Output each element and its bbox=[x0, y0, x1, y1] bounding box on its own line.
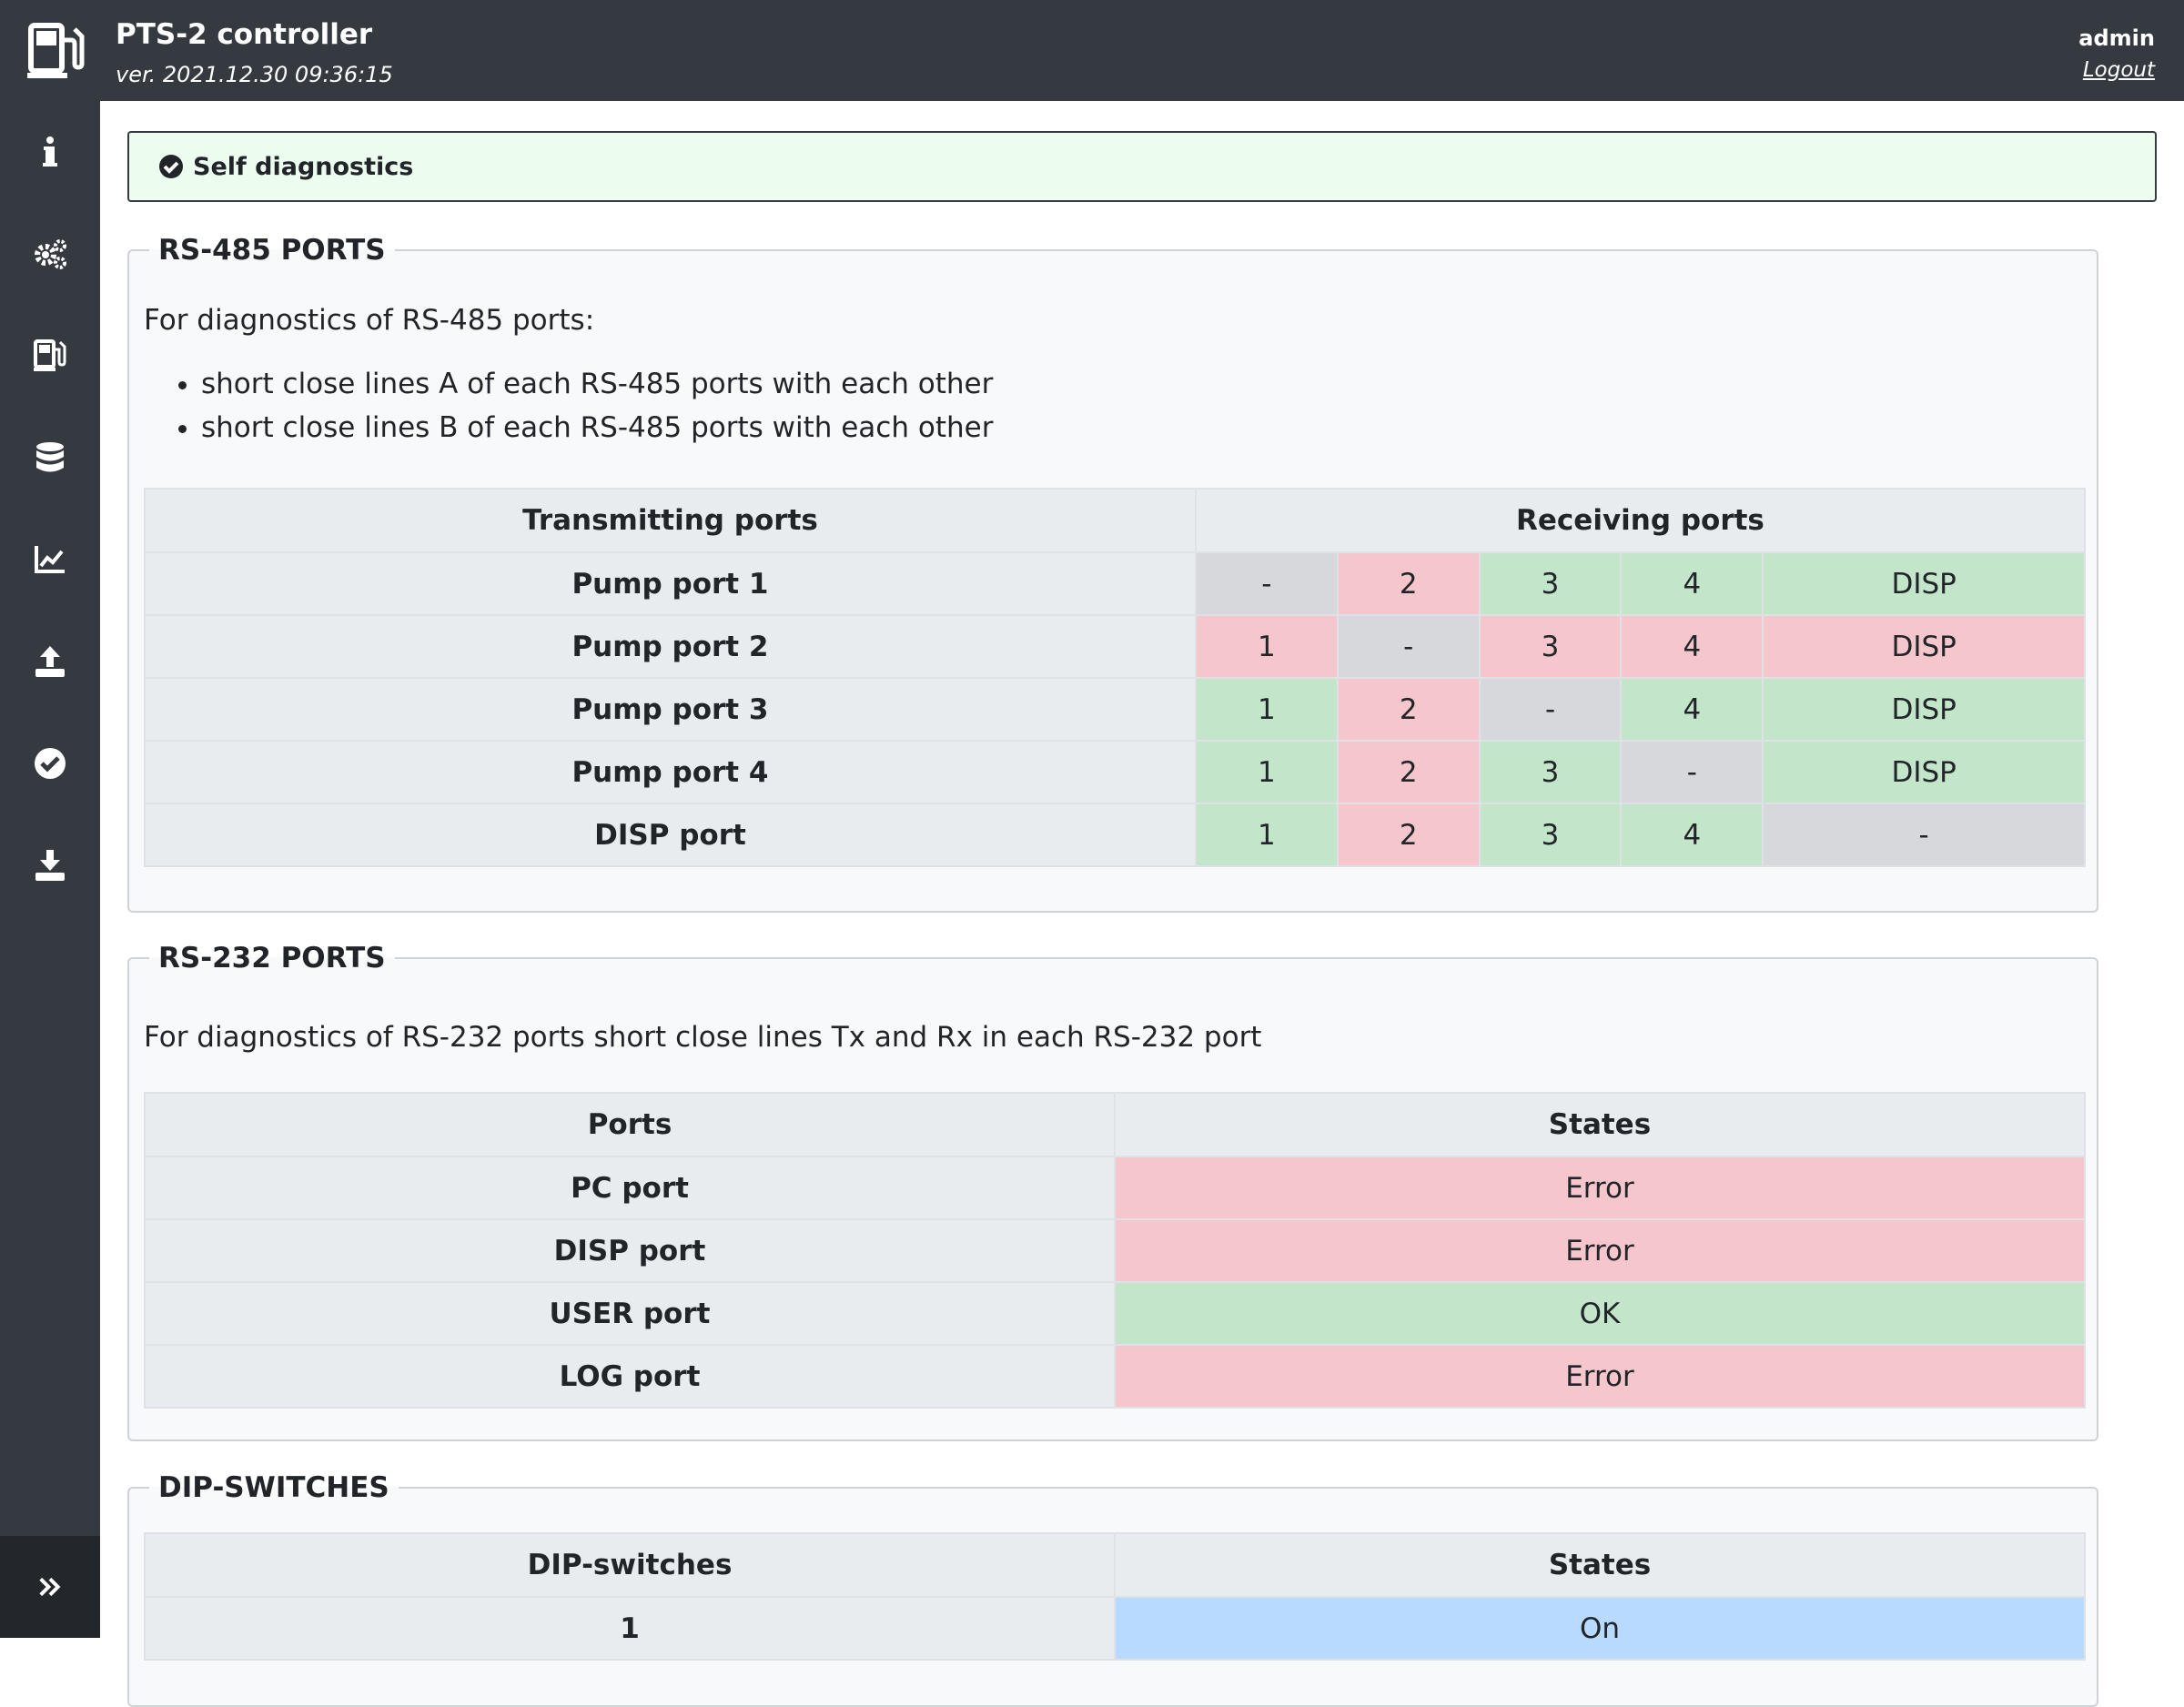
dip-legend: DIP-SWITCHES bbox=[158, 1471, 389, 1504]
port-label: LOG port bbox=[144, 1344, 1116, 1409]
main-content: Self diagnostics RS-485 PORTS For diagno… bbox=[100, 101, 2184, 1707]
port-state: OK bbox=[1113, 1281, 2087, 1346]
receiving-port-cell: 3 bbox=[1478, 614, 1623, 679]
receiving-port-cell: 3 bbox=[1478, 740, 1623, 804]
port-state: Error bbox=[1113, 1218, 2087, 1283]
sidebar-expand-button[interactable] bbox=[0, 1536, 100, 1638]
port-label: PC port bbox=[144, 1156, 1116, 1220]
port-label: DISP port bbox=[144, 1218, 1116, 1283]
sidebar bbox=[0, 101, 100, 1638]
chart-line-icon bbox=[35, 546, 65, 573]
receiving-port-cell: 1 bbox=[1194, 740, 1339, 804]
col-ports: Ports bbox=[144, 1092, 1116, 1157]
sidebar-item-diagnostics[interactable] bbox=[0, 712, 100, 814]
rs232-intro: For diagnostics of RS-232 ports short cl… bbox=[144, 1021, 1262, 1054]
fuel-pump-icon bbox=[34, 339, 66, 371]
receiving-port-cell: 2 bbox=[1336, 551, 1481, 616]
logout-link[interactable]: Logout bbox=[2082, 58, 2155, 82]
receiving-port-cell: DISP bbox=[1762, 677, 2086, 742]
transmitting-port-label: DISP port bbox=[144, 803, 1197, 867]
receiving-port-cell: - bbox=[1762, 803, 2086, 867]
sidebar-item-upload[interactable] bbox=[0, 611, 100, 712]
transmitting-port-label: Pump port 2 bbox=[144, 614, 1197, 679]
col-receiving-ports: Receiving ports bbox=[1194, 488, 2087, 553]
transmitting-port-label: Pump port 1 bbox=[144, 551, 1197, 616]
sidebar-item-database[interactable] bbox=[0, 407, 100, 509]
list-item: short close lines A of each RS-485 ports… bbox=[201, 362, 993, 406]
transmitting-port-label: Pump port 3 bbox=[144, 677, 1197, 742]
receiving-port-cell: - bbox=[1194, 551, 1339, 616]
dip-switch-state: On bbox=[1114, 1596, 2086, 1661]
table-row: DISP port 1 2 3 4- bbox=[144, 803, 2086, 867]
receiving-port-cell: 2 bbox=[1336, 677, 1481, 742]
settings-gears-icon bbox=[35, 239, 66, 269]
rs485-panel: RS-485 PORTS For diagnostics of RS-485 p… bbox=[127, 233, 2098, 913]
table-row: Pump port 3 1 2-4 DISP bbox=[144, 677, 2086, 742]
receiving-port-cell: DISP bbox=[1762, 551, 2086, 616]
table-row: LOG port Error bbox=[144, 1344, 2087, 1409]
app-title: PTS-2 controller bbox=[116, 18, 373, 51]
dip-switch-label: 1 bbox=[143, 1596, 1117, 1661]
rs485-legend: RS-485 PORTS bbox=[158, 234, 386, 267]
receiving-port-cell: 4 bbox=[1620, 551, 1764, 616]
col-dip-states: States bbox=[1114, 1532, 2086, 1598]
table-row: Pump port 1-2 3 4 DISP bbox=[144, 551, 2086, 616]
database-icon bbox=[36, 442, 64, 472]
rs485-table: Transmitting ports Receiving ports Pump … bbox=[144, 488, 2087, 867]
receiving-port-cell: 2 bbox=[1336, 803, 1481, 867]
receiving-port-cell: 1 bbox=[1194, 614, 1339, 679]
dip-switches-table: DIP-switches States 1 On bbox=[143, 1532, 2086, 1661]
port-state: Error bbox=[1113, 1156, 2087, 1220]
receiving-port-cell: 1 bbox=[1194, 803, 1339, 867]
sidebar-item-download[interactable] bbox=[0, 814, 100, 916]
receiving-port-cell: 2 bbox=[1336, 740, 1481, 804]
table-row: Pump port 4 1 2 3- DISP bbox=[144, 740, 2086, 804]
rs485-instructions: short close lines A of each RS-485 ports… bbox=[144, 362, 993, 449]
sidebar-item-pumps[interactable] bbox=[0, 305, 100, 407]
receiving-port-cell: 1 bbox=[1194, 677, 1339, 742]
double-chevron-right-icon bbox=[39, 1577, 61, 1597]
sidebar-item-settings[interactable] bbox=[0, 203, 100, 305]
receiving-port-cell: - bbox=[1478, 677, 1623, 742]
self-diagnostics-alert: Self diagnostics bbox=[127, 131, 2157, 202]
dip-switches-panel: DIP-SWITCHES DIP-switches States 1 On bbox=[127, 1470, 2098, 1707]
table-row: DISP port Error bbox=[144, 1218, 2087, 1283]
sidebar-item-reports[interactable] bbox=[0, 509, 100, 611]
receiving-port-cell: 3 bbox=[1478, 551, 1623, 616]
col-states: States bbox=[1113, 1092, 2087, 1157]
receiving-port-cell: 4 bbox=[1620, 614, 1764, 679]
receiving-port-cell: DISP bbox=[1762, 614, 2086, 679]
receiving-port-cell: - bbox=[1336, 614, 1481, 679]
fuel-station-logo-icon bbox=[27, 22, 87, 82]
rs485-intro: For diagnostics of RS-485 ports: bbox=[144, 304, 595, 337]
app-version: ver. 2021.12.30 09:36:15 bbox=[116, 62, 393, 87]
rs232-panel: RS-232 PORTS For diagnostics of RS-232 p… bbox=[127, 941, 2098, 1441]
download-icon bbox=[35, 850, 65, 881]
check-circle-icon bbox=[159, 155, 183, 178]
port-label: USER port bbox=[144, 1281, 1116, 1346]
current-user: admin bbox=[2078, 25, 2155, 51]
list-item: short close lines B of each RS-485 ports… bbox=[201, 406, 993, 449]
receiving-port-cell: 4 bbox=[1620, 803, 1764, 867]
col-transmitting-ports: Transmitting ports bbox=[144, 488, 1197, 553]
alert-title: Self diagnostics bbox=[193, 152, 414, 181]
receiving-port-cell: 4 bbox=[1620, 677, 1764, 742]
col-dip-switches: DIP-switches bbox=[143, 1532, 1117, 1598]
info-icon bbox=[43, 136, 57, 167]
table-row: PC port Error bbox=[144, 1156, 2087, 1220]
rs232-table: Ports States PC port Error DISP port Error U… bbox=[144, 1092, 2087, 1409]
table-row: USER port OK bbox=[144, 1281, 2087, 1346]
receiving-port-cell: - bbox=[1620, 740, 1764, 804]
app-header: PTS-2 controller ver. 2021.12.30 09:36:1… bbox=[0, 0, 2184, 101]
table-row: Pump port 2 1-3 4 DISP bbox=[144, 614, 2086, 679]
sidebar-item-info[interactable] bbox=[0, 101, 100, 203]
receiving-port-cell: DISP bbox=[1762, 740, 2086, 804]
table-row: 1 On bbox=[143, 1596, 2086, 1661]
port-state: Error bbox=[1113, 1344, 2087, 1409]
check-circle-icon bbox=[35, 748, 66, 779]
rs232-legend: RS-232 PORTS bbox=[158, 942, 386, 975]
receiving-port-cell: 3 bbox=[1478, 803, 1623, 867]
upload-icon bbox=[35, 646, 65, 677]
transmitting-port-label: Pump port 4 bbox=[144, 740, 1197, 804]
